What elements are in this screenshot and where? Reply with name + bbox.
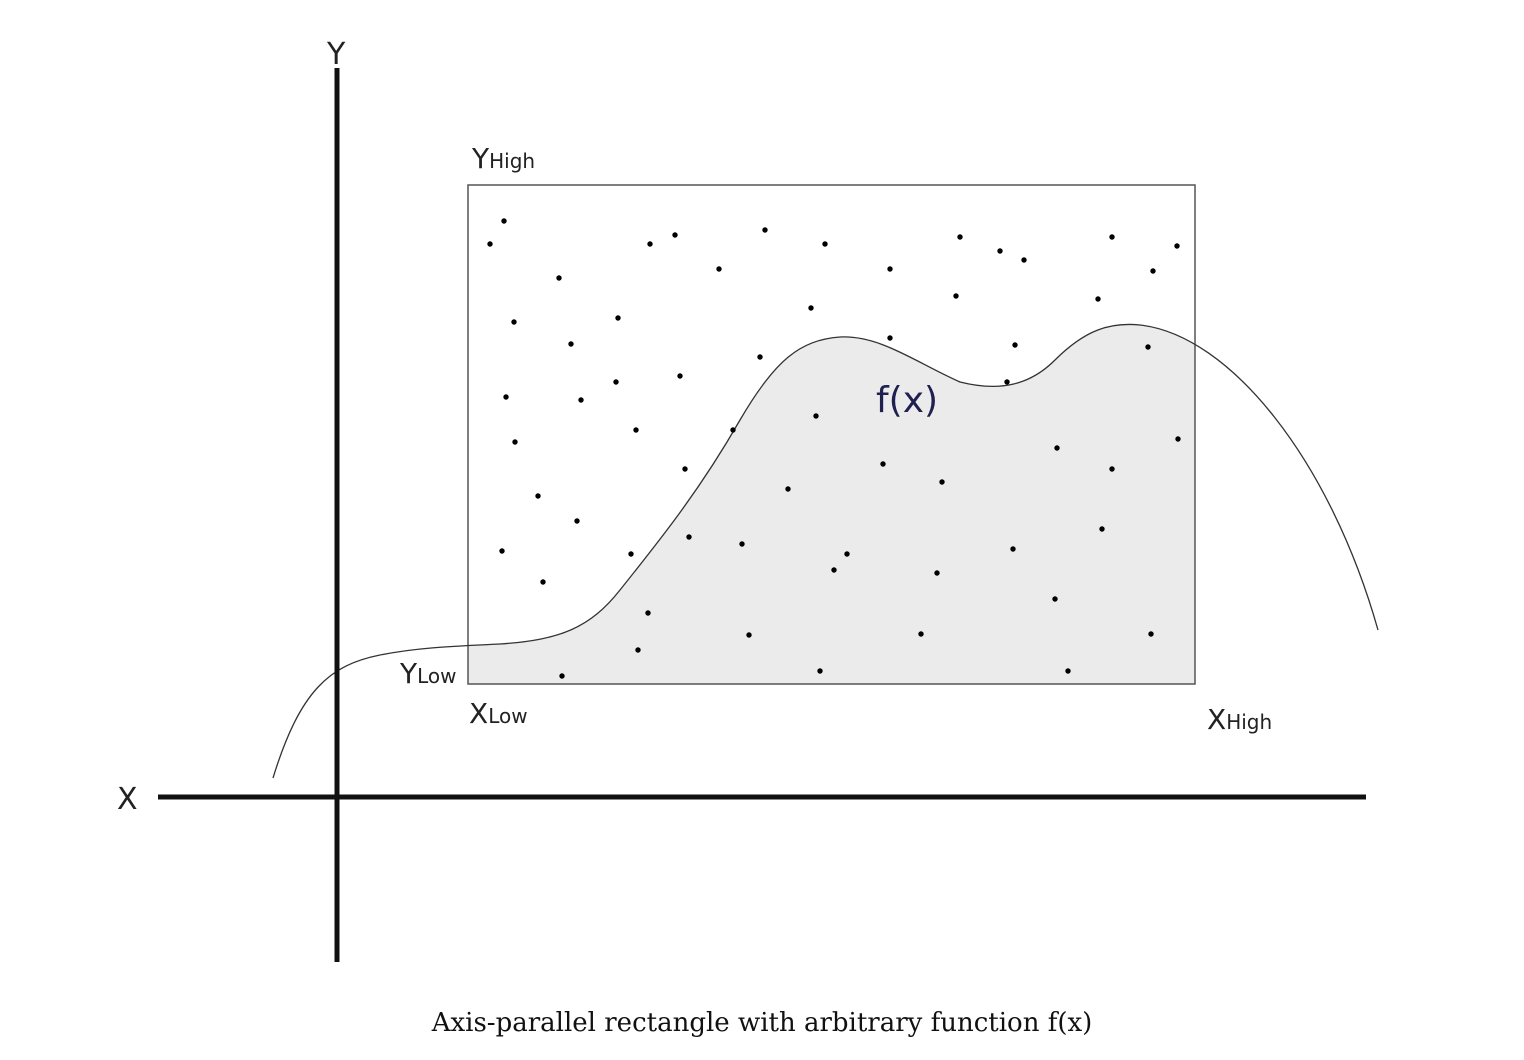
sample-point [762,227,768,233]
sample-point [1010,546,1016,552]
sample-point [568,341,574,347]
x-low-label: XLow [469,697,528,730]
y-axis-label: Y [326,37,346,72]
sample-point [1012,342,1018,348]
sample-point [817,668,823,674]
sample-point [997,248,1003,254]
sample-point [957,234,963,240]
sample-point [615,315,621,321]
x-high-label: XHigh [1207,703,1272,736]
sample-point [633,427,639,433]
sample-point [503,394,509,400]
sample-point [1174,243,1180,249]
figure-caption: Axis-parallel rectangle with arbitrary f… [431,1008,1093,1038]
sample-point [880,461,886,467]
sample-point [808,305,814,311]
sample-point [1054,445,1060,451]
sample-point [686,534,692,540]
sample-point [487,241,493,247]
sample-point [739,541,745,547]
sample-point [1109,234,1115,240]
sample-point [499,548,505,554]
sample-point [831,567,837,573]
sample-point [953,293,959,299]
sample-point [813,413,819,419]
sample-point [887,266,893,272]
sample-point [540,579,546,585]
sample-point [1099,526,1105,532]
sample-point [511,319,517,325]
sample-point [939,479,945,485]
sample-point [501,218,507,224]
sample-point [1175,436,1181,442]
y-high-label: YHigh [471,142,535,175]
sample-point [682,466,688,472]
y-low-label: YLow [399,657,457,690]
sample-point [934,570,940,576]
sample-point [512,439,518,445]
sample-points [487,218,1181,679]
area-under-curve [468,324,1195,684]
function-label: f(x) [876,380,938,421]
sample-point [1052,596,1058,602]
sample-point [785,486,791,492]
sample-point [1095,296,1101,302]
sample-point [613,379,619,385]
sample-point [645,610,651,616]
sample-point [757,354,763,360]
sample-point [628,551,634,557]
sample-point [1145,344,1151,350]
sample-point [635,647,641,653]
sample-point [1148,631,1154,637]
function-curve [272,323,1379,779]
sample-point [1150,268,1156,274]
sample-point [535,493,541,499]
sample-point [1065,668,1071,674]
sample-point [822,241,828,247]
sample-point [556,275,562,281]
sample-point [730,427,736,433]
sample-point [1021,257,1027,263]
sample-point [578,397,584,403]
sample-point [647,241,653,247]
sample-point [574,518,580,524]
sample-point [716,266,722,272]
sample-point [672,232,678,238]
sample-point [677,373,683,379]
sample-point [1004,379,1010,385]
sample-point [844,551,850,557]
sample-point [887,335,893,341]
sample-point [746,632,752,638]
bounding-rectangle [467,184,1196,685]
sample-point [559,673,565,679]
sample-point [918,631,924,637]
x-axis-label: X [117,782,138,817]
sample-point [1109,466,1115,472]
